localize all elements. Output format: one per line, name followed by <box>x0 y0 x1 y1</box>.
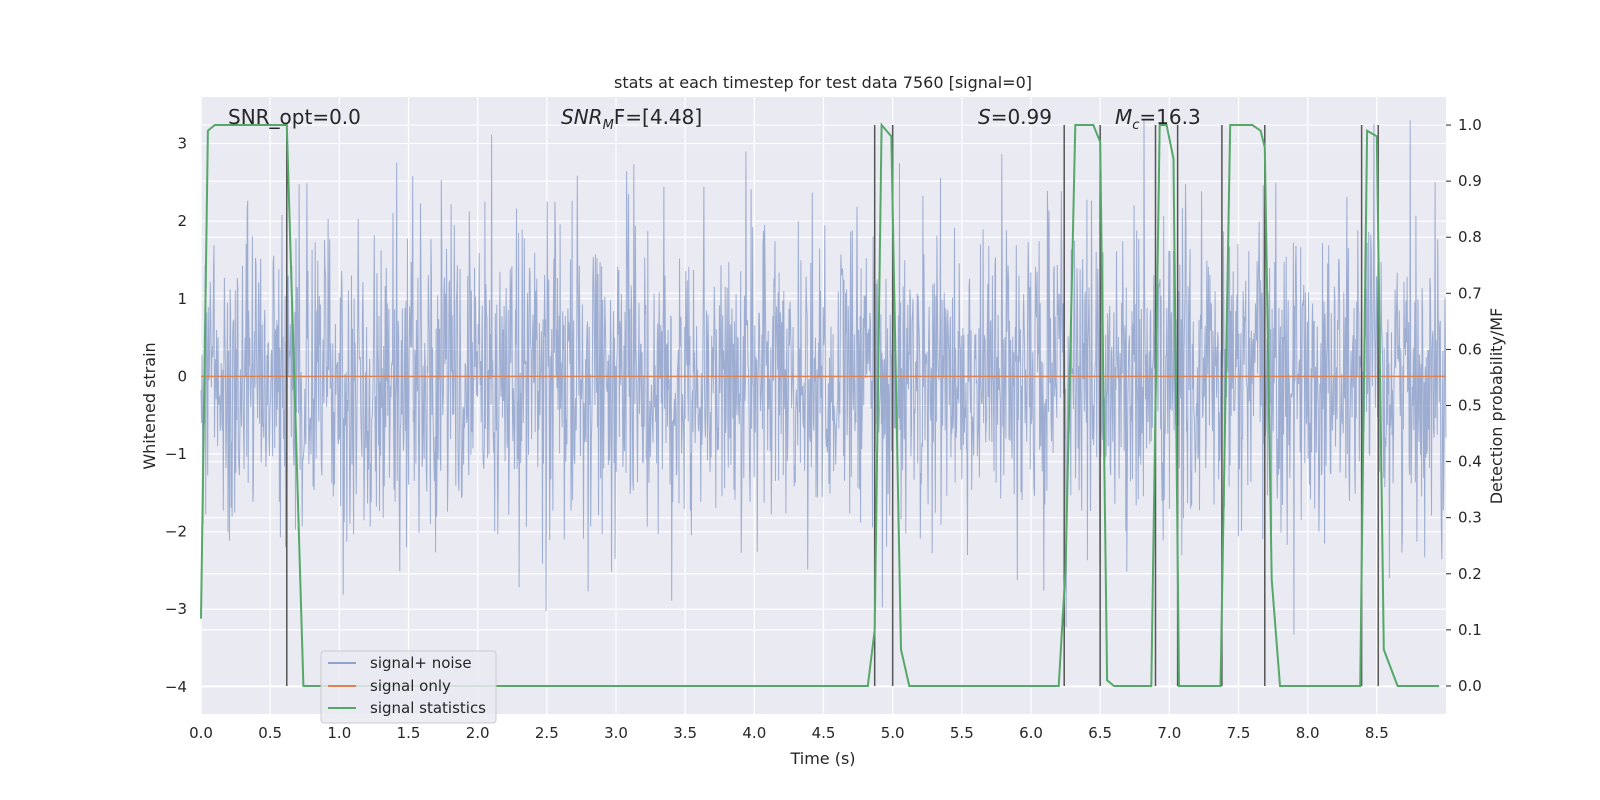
annotation-s-value: =0.99 <box>991 105 1052 129</box>
annotation-snr-mf: SNRMF=[4.48] <box>561 105 702 133</box>
noise-series <box>200 120 1447 635</box>
x-tick-label: 8.5 <box>1365 724 1389 742</box>
x-tick-label: 5.0 <box>881 724 905 742</box>
y-axis-label-right: Detection probability/MF <box>1487 308 1506 505</box>
x-tick-label: 4.0 <box>742 724 766 742</box>
legend-label-signal-statistics: signal statistics <box>370 699 486 717</box>
statistics-line <box>200 122 1440 687</box>
chart-title: stats at each timestep for test data 756… <box>614 73 1032 92</box>
y-tick-label-left: 0 <box>177 367 187 385</box>
y-tick-label-left: −4 <box>165 678 187 696</box>
x-tick-label: 0.5 <box>258 724 282 742</box>
statistics-series <box>200 122 1440 687</box>
x-tick-label: 7.0 <box>1157 724 1181 742</box>
annotation-mc-main: M <box>1115 105 1132 129</box>
annotation-snr-mf-sub: M <box>603 118 614 133</box>
y-axis-label-left: Whitened strain <box>140 342 159 469</box>
legend-label-signal-only: signal only <box>370 677 451 695</box>
y-tick-label-right: 0.0 <box>1458 677 1482 695</box>
x-tick-label: 2.0 <box>466 724 490 742</box>
noise-trace <box>200 120 1447 635</box>
x-tick-label: 0.0 <box>189 724 213 742</box>
annotation-snr-mf-rest: F=[4.48] <box>614 105 702 129</box>
x-tick-label: 2.5 <box>535 724 559 742</box>
y-tick-label-right: 0.8 <box>1458 228 1482 246</box>
x-axis-label: Time (s) <box>789 749 855 768</box>
y-tick-label-right: 0.2 <box>1458 565 1482 583</box>
y-tick-label-right: 0.9 <box>1458 172 1482 190</box>
y-tick-label-left: −3 <box>165 600 187 618</box>
annotation-mc-value: =16.3 <box>1139 105 1200 129</box>
x-tick-label: 6.0 <box>1019 724 1043 742</box>
y-tick-label-left: −2 <box>165 523 187 541</box>
y-tick-label-right: 0.7 <box>1458 284 1482 302</box>
x-tick-label: 3.0 <box>604 724 628 742</box>
y-tick-label-right: 0.4 <box>1458 453 1482 471</box>
y-tick-label-left: 3 <box>177 135 187 153</box>
annotation-snr-mf-main: SNR <box>561 105 603 129</box>
annotation-s-symbol: S <box>978 105 991 129</box>
x-tick-label: 1.0 <box>327 724 351 742</box>
x-tick-label: 5.5 <box>950 724 974 742</box>
legend-box <box>320 650 497 724</box>
y-tick-label-right: 0.5 <box>1458 397 1482 415</box>
y-tick-label-right: 0.1 <box>1458 621 1482 639</box>
annotation-s: S=0.99 <box>978 105 1052 129</box>
x-tick-label: 4.5 <box>812 724 836 742</box>
legend: signal+ noise signal only signal statist… <box>320 650 497 724</box>
annotation-mc-sub: c <box>1132 118 1139 133</box>
y-tick-label-left: 2 <box>177 212 187 230</box>
x-tick-label: 3.5 <box>673 724 697 742</box>
y-tick-label-right: 0.6 <box>1458 340 1482 358</box>
y-tick-label-left: −1 <box>165 445 187 463</box>
x-tick-label: 1.5 <box>397 724 421 742</box>
y-tick-label-left: 1 <box>177 290 187 308</box>
x-tick-label: 6.5 <box>1088 724 1112 742</box>
y-tick-label-right: 0.3 <box>1458 509 1482 527</box>
x-tick-label: 8.0 <box>1296 724 1320 742</box>
annotation-mc: Mc=16.3 <box>1115 105 1201 133</box>
legend-label-signal-noise: signal+ noise <box>370 654 472 672</box>
tick-labels: 0.0 0.5 1.0 1.5 2.0 2.5 3.0 3.5 4.0 4.5 5.0 5.5 6.0 6… <box>165 116 1482 742</box>
y-tick-label-right: 1.0 <box>1458 116 1482 134</box>
x-tick-label: 7.5 <box>1227 724 1251 742</box>
annotation-snr-opt: SNR_opt=0.0 <box>228 105 361 129</box>
